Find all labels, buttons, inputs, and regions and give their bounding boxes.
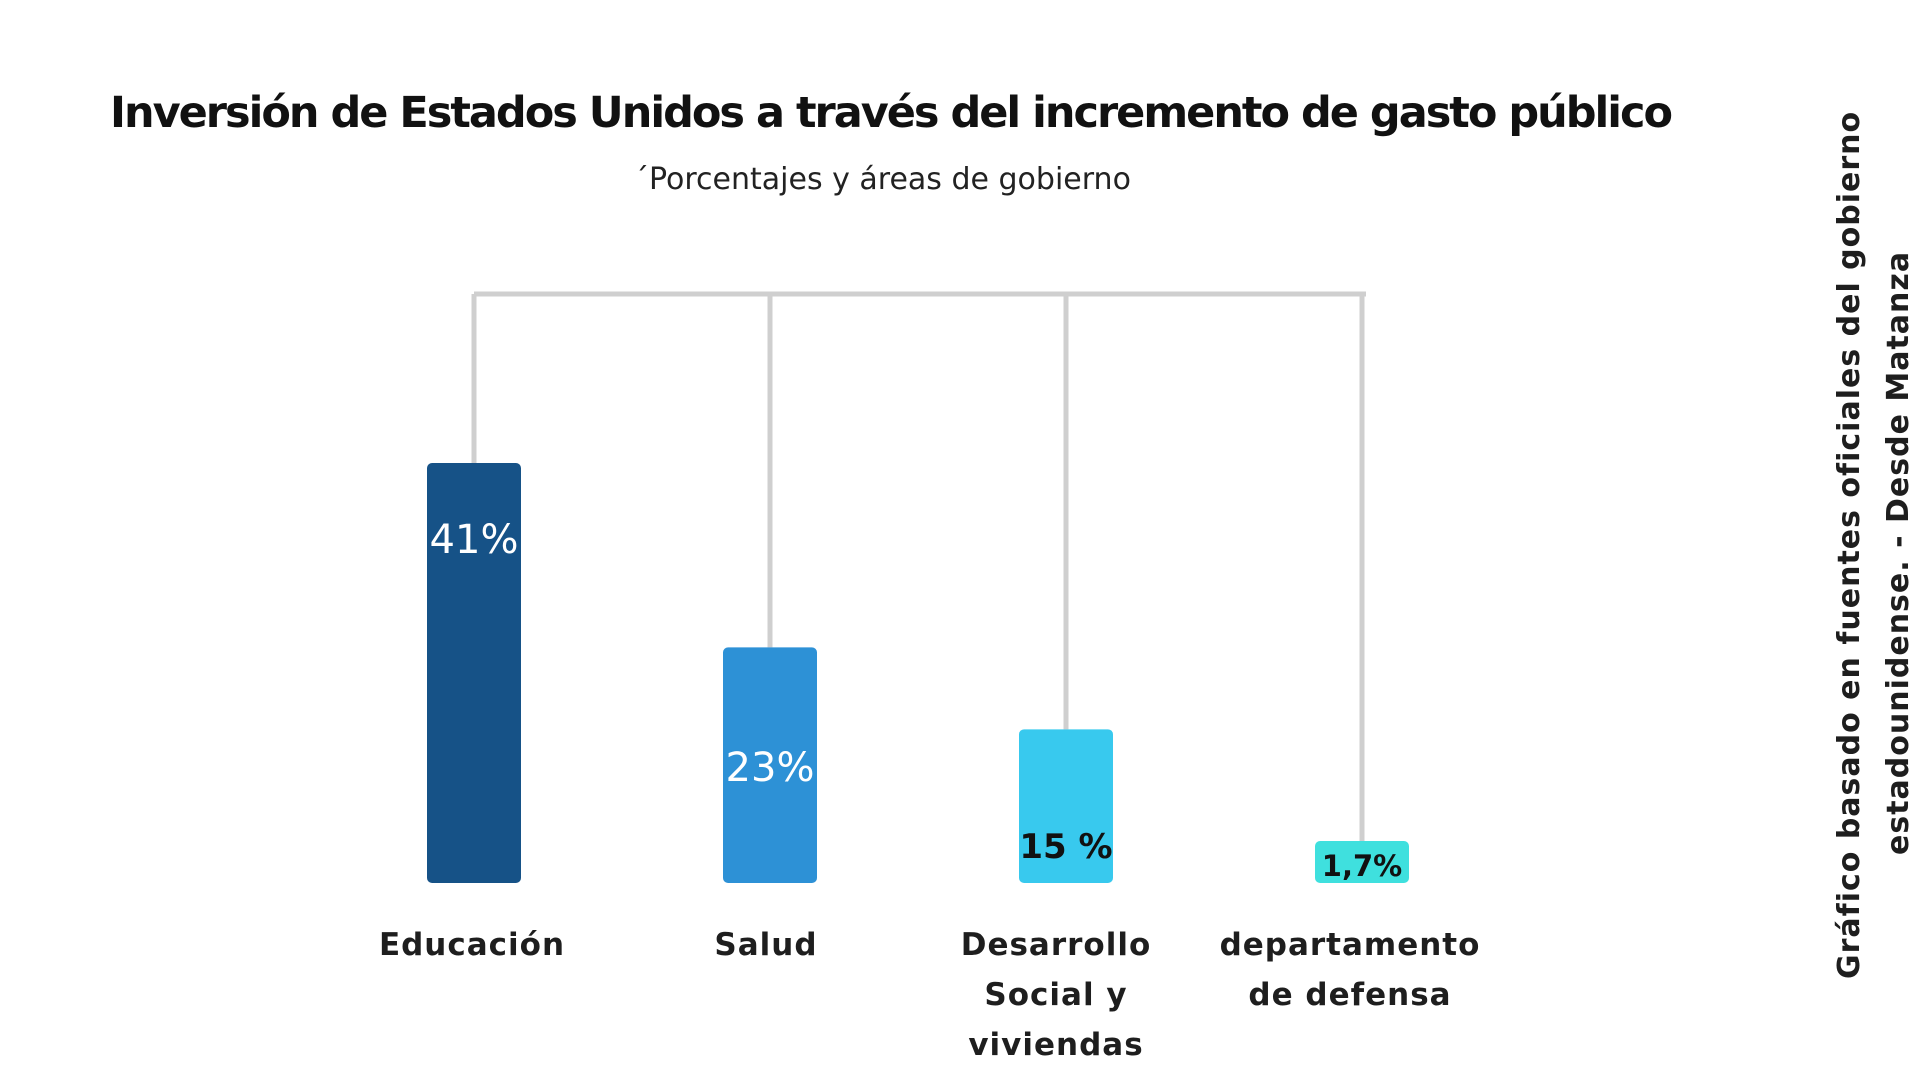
source-note-line-0: Gráfico basado en fuentes oficiales del … xyxy=(1832,111,1867,979)
bar-2 xyxy=(1019,729,1113,883)
value-labels: 41% 23% 15 % 1,7% xyxy=(430,517,1403,883)
bar-1 xyxy=(723,647,817,883)
category-label-0-line-0: Educación xyxy=(379,927,565,963)
source-note: Gráfico basado en fuentes oficiales del … xyxy=(1832,111,1916,979)
bars xyxy=(427,463,1409,883)
category-label-3-line-1: de defensa xyxy=(1248,977,1451,1013)
category-label-3-line-0: departamento xyxy=(1220,927,1481,963)
bar-0 xyxy=(427,463,521,883)
source-note-line-1: estadounidense. - Desde Matanza xyxy=(1881,251,1916,855)
chart-subtitle: ´Porcentajes y áreas de gobierno xyxy=(634,162,1131,197)
bar-3 xyxy=(1315,841,1409,883)
value-label-1: 23% xyxy=(726,745,815,791)
category-labels: Educación Salud Desarrollo Social y vivienda… xyxy=(379,927,1481,1063)
value-label-3: 1,7% xyxy=(1322,849,1402,883)
category-label-2-line-0: Desarrollo xyxy=(961,927,1152,963)
chart-title: Inversión de Estados Unidos a través del… xyxy=(110,88,1672,138)
value-label-2: 15 % xyxy=(1019,827,1112,867)
value-label-0: 41% xyxy=(430,517,519,563)
bar-connectors xyxy=(471,291,1366,841)
category-label-1-line-0: Salud xyxy=(714,927,817,963)
category-label-2-line-2: viviendas xyxy=(968,1027,1143,1063)
category-label-2-line-1: Social y xyxy=(984,977,1127,1013)
